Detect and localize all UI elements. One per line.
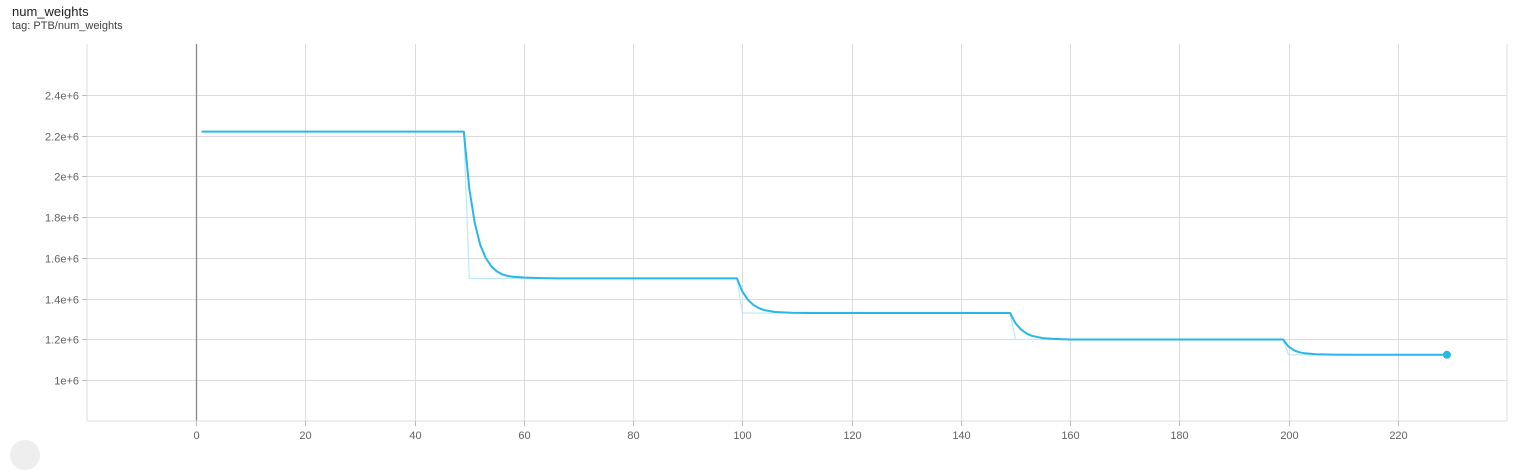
y-tick-label: 2e+6 — [54, 172, 79, 184]
x-tick-label: 40 — [409, 430, 421, 442]
chart-title: num_weights — [12, 4, 89, 19]
y-tick-label: 1.2e+6 — [45, 335, 79, 347]
line-chart[interactable]: 1e+6 1.2e+6 1.4e+6 1.6e+6 1.8e+6 2e+6 2.2e+6 2.… — [0, 0, 1521, 449]
x-tick-label: 180 — [1170, 430, 1188, 442]
smoothed-series-line — [201, 130, 1447, 356]
tick-label-layer: 1e+6 1.2e+6 1.4e+6 1.6e+6 1.8e+6 2e+6 2.2e+6 2.… — [45, 91, 1408, 443]
raw-series-line — [201, 131, 1447, 356]
chart-tag: tag: PTB/num_weights — [12, 20, 123, 32]
x-tick-label: 80 — [627, 430, 639, 442]
y-tick-label: 1.8e+6 — [45, 213, 79, 225]
y-tick-label: 1.6e+6 — [45, 254, 79, 266]
chart-card-header: num_weights tag: PTB/num_weights — [12, 4, 123, 33]
x-tick-label: 100 — [733, 430, 751, 442]
x-tick-label: 20 — [299, 430, 311, 442]
axes-layer — [82, 44, 1508, 426]
x-tick-label: 200 — [1280, 430, 1298, 442]
y-tick-label: 2.2e+6 — [45, 132, 79, 144]
y-tick-label: 1.4e+6 — [45, 295, 79, 307]
x-tick-label: 220 — [1389, 430, 1407, 442]
expand-button[interactable] — [10, 440, 40, 470]
x-tick-label: 140 — [952, 430, 970, 442]
y-tick-label: 1e+6 — [54, 376, 79, 388]
x-tick-label: 0 — [193, 430, 199, 442]
x-tick-label: 60 — [518, 430, 530, 442]
grid-layer — [87, 44, 1507, 421]
last-point-marker[interactable] — [1442, 350, 1451, 359]
y-tick-label: 2.4e+6 — [45, 91, 79, 103]
x-tick-label: 160 — [1061, 430, 1079, 442]
series-layer — [201, 130, 1451, 359]
x-tick-label: 120 — [843, 430, 861, 442]
